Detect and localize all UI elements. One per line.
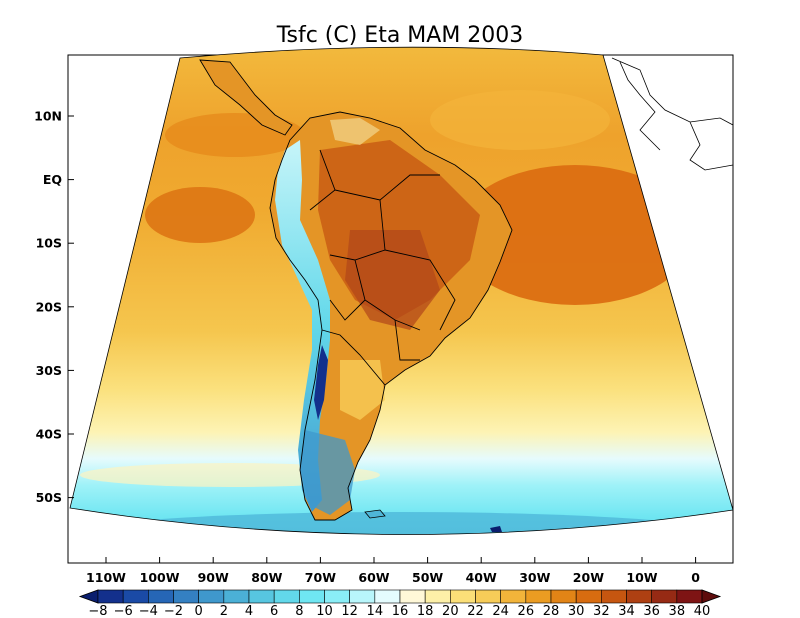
lon-label: 20W (573, 570, 604, 585)
lon-label: 110W (86, 570, 126, 585)
lon-label: 50W (412, 570, 443, 585)
colorbar-swatch (424, 589, 451, 604)
lon-label: 30W (519, 570, 550, 585)
colorbar-label: −6 (114, 604, 133, 618)
lat-label: 50S (36, 490, 62, 505)
colorbar-swatch (651, 589, 678, 604)
colorbar-swatch (399, 589, 426, 604)
colorbar-label: −2 (164, 604, 183, 618)
colorbar-swatch (475, 589, 501, 604)
colorbar: −8 −6 −4 −2 0 2 4 6 8 10 12 14 16 18 20 22 24 26 28 30 32 34 3… (78, 589, 722, 618)
colorbar-label: 10 (316, 604, 333, 618)
colorbar-low-triangle (78, 589, 99, 604)
lon-label: 0 (691, 570, 700, 585)
africa-coastline (611, 57, 734, 171)
colorbar-swatch (198, 589, 225, 604)
lon-label: 100W (140, 570, 180, 585)
colorbar-label: 0 (195, 604, 203, 618)
colorbar-swatch (500, 589, 527, 604)
colorbar-label: 4 (245, 604, 253, 618)
colorbar-swatch (173, 589, 199, 604)
colorbar-swatch (374, 589, 401, 604)
colorbar-swatch (450, 589, 476, 604)
colorbar-label: 24 (492, 604, 509, 618)
lat-label: 20S (36, 299, 62, 314)
colorbar-label: 18 (417, 604, 434, 618)
colorbar-swatch (299, 589, 325, 604)
colorbar-swatch (676, 589, 703, 604)
lat-label: 30S (36, 363, 62, 378)
colorbar-high-triangle (701, 589, 722, 604)
colorbar-swatch (248, 589, 275, 604)
colorbar-label: 6 (270, 604, 278, 618)
lon-label: 10W (626, 570, 657, 585)
colorbar-swatch (626, 589, 652, 604)
colorbar-label: 28 (543, 604, 560, 618)
colorbar-label: 16 (392, 604, 409, 618)
lon-label: 60W (358, 570, 389, 585)
colorbar-label: 40 (694, 604, 711, 618)
colorbar-swatch (601, 589, 627, 604)
colorbar-swatch (349, 589, 376, 604)
colorbar-label: 32 (593, 604, 610, 618)
colorbar-label: 2 (220, 604, 228, 618)
map-title: Tsfc (C) Eta MAM 2003 (276, 23, 524, 48)
colorbar-label: 20 (442, 604, 459, 618)
colorbar-swatch (575, 589, 602, 604)
colorbar-swatch (273, 589, 300, 604)
colorbar-label: −4 (139, 604, 158, 618)
colorbar-swatch (148, 589, 174, 604)
colorbar-label: 22 (467, 604, 484, 618)
colorbar-label: −8 (88, 604, 107, 618)
colorbar-label: 26 (518, 604, 535, 618)
colorbar-label: 8 (295, 604, 303, 618)
lon-label: 80W (251, 570, 282, 585)
lat-label: 10S (36, 236, 62, 251)
colorbar-label: 38 (669, 604, 686, 618)
lat-label: 10N (34, 109, 62, 124)
longitude-axis: 110W 100W 90W 80W 70W 60W 50W 40W 30W 20W 10W 0 (86, 557, 700, 585)
lon-label: 70W (305, 570, 336, 585)
colorbar-label: 36 (643, 604, 660, 618)
colorbar-label: 30 (568, 604, 585, 618)
latitude-axis: 10N EQ 10S 20S 30S 40S 50S (34, 109, 74, 505)
colorbar-swatch (525, 589, 552, 604)
colorbar-swatch (122, 589, 149, 604)
temperature-field (70, 47, 733, 535)
colorbar-label: 12 (341, 604, 358, 618)
lat-label: 40S (36, 427, 62, 442)
lon-label: 90W (198, 570, 229, 585)
map-domain-outline (69, 46, 734, 535)
colorbar-swatch (97, 589, 124, 604)
colorbar-label: 34 (618, 604, 635, 618)
colorbar-swatch (324, 589, 350, 604)
andes-cold-strip (275, 140, 330, 512)
colorbar-swatch (223, 589, 250, 604)
colorbar-swatch (550, 589, 577, 604)
colorbar-label: 14 (367, 604, 384, 618)
lat-label: EQ (43, 172, 62, 187)
lon-label: 40W (466, 570, 497, 585)
